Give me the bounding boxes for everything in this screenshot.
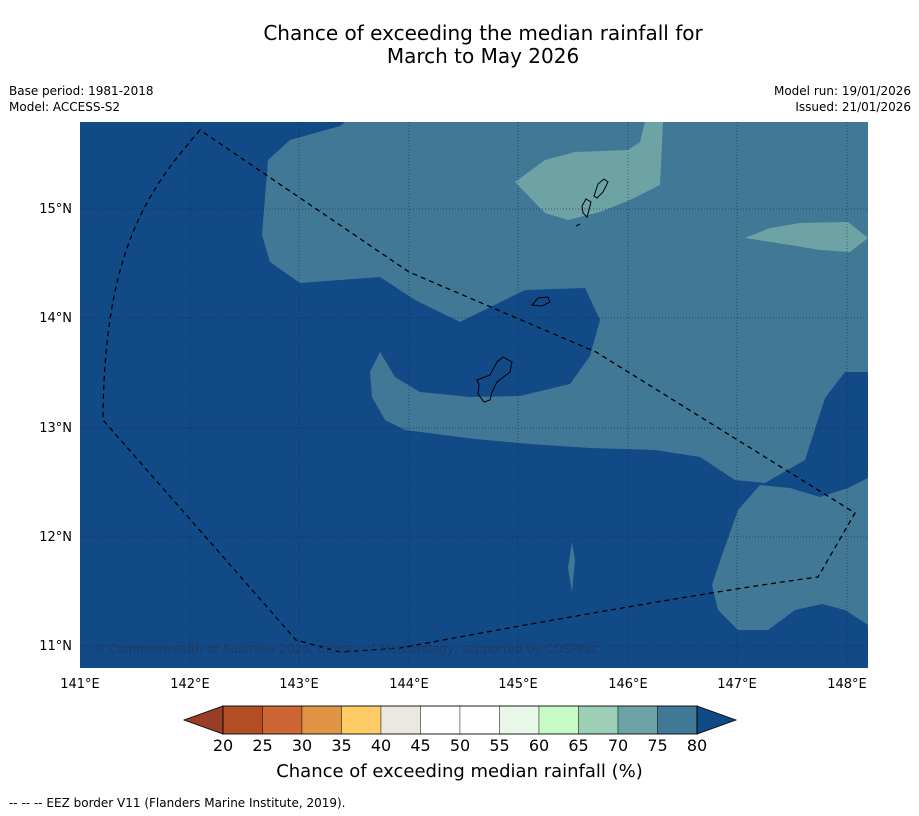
footnote: -- -- -- EEZ border V11 (Flanders Marine… [9, 796, 346, 810]
lon-label-142e: 142°E [170, 677, 210, 692]
colorbar-swatch-55-60 [499, 705, 540, 735]
colorbar-title: Chance of exceeding median rainfall (%) [276, 761, 643, 782]
region-teal-north [515, 122, 663, 220]
lon-label-148e: 148°E [827, 677, 867, 692]
colorbar-swatch-25-30 [262, 705, 303, 735]
base-period: Base period: 1981-2018 [9, 84, 154, 98]
colorbar-tick-labels: 20 25 30 35 40 45 50 55 60 65 70 75 80 [213, 736, 707, 755]
lon-label-147e: 147°E [717, 677, 757, 692]
lat-label-14n: 14°N [39, 311, 72, 326]
metadata-right: Model run: 19/01/2026 Issued: 21/01/2026 [774, 83, 911, 115]
colorbar-over-arrow [696, 705, 738, 735]
graticule [80, 122, 868, 668]
island-aguijan [575, 223, 581, 227]
colorbar-swatch-75-80 [657, 705, 698, 735]
colorbar-tick-25: 25 [252, 736, 272, 755]
lat-label-13n: 13°N [39, 421, 72, 436]
model-name: Model: ACCESS-S2 [9, 100, 121, 114]
colorbar-swatch-35-40 [341, 705, 382, 735]
colorbar-tick-80: 80 [687, 736, 707, 755]
latitude-labels: 15°N 14°N 13°N 12°N 11°N [39, 202, 72, 654]
colorbar-swatch-70-75 [617, 705, 658, 735]
region-mid-blue-patch [438, 122, 470, 130]
island-rota [530, 296, 551, 307]
metadata-left: Base period: 1981-2018 Model: ACCESS-S2 [9, 83, 154, 115]
colorbar: 20 25 30 35 40 45 50 55 60 65 70 75 80 [182, 705, 738, 755]
map-title: Chance of exceeding the median rainfall … [0, 22, 919, 68]
eez-border [102, 129, 856, 653]
islands [476, 178, 609, 403]
colorbar-tick-70: 70 [608, 736, 628, 755]
colorbar-tick-40: 40 [371, 736, 391, 755]
title-line-1: Chance of exceeding the median rainfall … [263, 21, 703, 45]
colorbar-swatch-65-70 [578, 705, 619, 735]
colorbar-tick-55: 55 [489, 736, 509, 755]
colorbar-tick-30: 30 [292, 736, 312, 755]
region-mid-blue-sliver [568, 542, 575, 592]
island-saipan [593, 178, 609, 199]
lon-label-145e: 145°E [498, 677, 538, 692]
colorbar-tick-50: 50 [450, 736, 470, 755]
issued-date: Issued: 21/01/2026 [795, 100, 911, 114]
colorbar-tick-45: 45 [410, 736, 430, 755]
lat-label-15n: 15°N [39, 202, 72, 217]
lon-label-143e: 143°E [279, 677, 319, 692]
lon-label-146e: 146°E [608, 677, 648, 692]
colorbar-frame [222, 705, 698, 735]
colorbar-swatch-40-45 [380, 705, 421, 735]
colorbar-swatch-30-35 [301, 705, 342, 735]
colorbar-tick-75: 75 [647, 736, 667, 755]
copyright-text: © Commonwealth of Australia 2026, Bureau… [93, 642, 598, 656]
lon-label-144e: 144°E [389, 677, 429, 692]
colorbar-swatches [222, 705, 698, 735]
colorbar-tick-60: 60 [529, 736, 549, 755]
title-line-2: March to May 2026 [386, 44, 580, 68]
region-teal-east [745, 222, 868, 252]
colorbar-swatch-45-50 [420, 705, 461, 735]
colorbar-tick-65: 65 [568, 736, 588, 755]
colorbar-under-arrow [182, 705, 224, 735]
model-run: Model run: 19/01/2026 [773, 84, 911, 98]
colorbar-swatch-60-65 [538, 705, 579, 735]
longitude-labels: 141°E 142°E 143°E 144°E 145°E 146°E 147°… [60, 677, 867, 692]
lon-label-141e: 141°E [60, 677, 100, 692]
colorbar-tick-20: 20 [213, 736, 233, 755]
colorbar-swatch-50-55 [459, 705, 500, 735]
colorbar-tick-35: 35 [331, 736, 351, 755]
region-mid-blue-southeast [712, 478, 868, 630]
lat-label-12n: 12°N [39, 530, 72, 545]
island-guam [476, 356, 513, 403]
region-mid-blue-north [262, 122, 868, 483]
map-area: © Commonwealth of Australia 2026, Bureau… [80, 122, 868, 668]
island-tinian [581, 198, 592, 218]
colorbar-swatch-20-25 [222, 705, 263, 735]
lat-label-11n: 11°N [39, 639, 72, 654]
